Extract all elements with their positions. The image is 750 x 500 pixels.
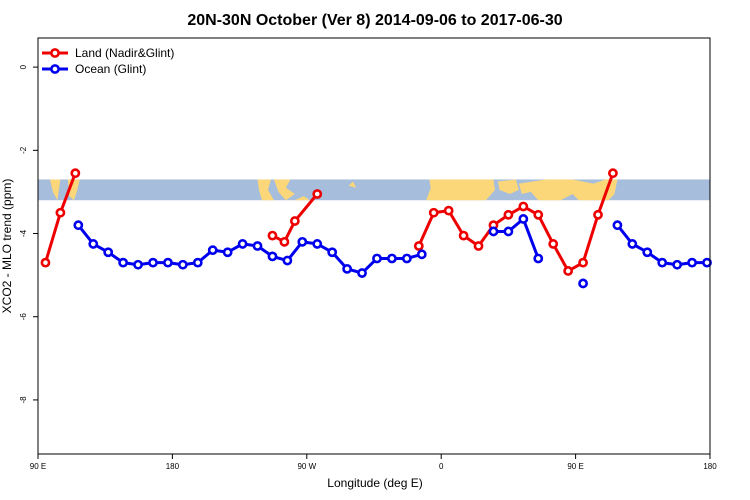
- chart-title: 20N-30N October (Ver 8) 2014-09-06 to 20…: [187, 12, 562, 29]
- x-tick-label: 90 E: [30, 462, 46, 471]
- data-point: [267, 230, 278, 241]
- series-line: [77, 224, 423, 275]
- data-point: [163, 257, 173, 268]
- x-tick-label: 90 E: [567, 462, 583, 471]
- data-point: [533, 209, 544, 220]
- y-tick-label: -4: [19, 229, 28, 237]
- data-point: [702, 257, 712, 268]
- data-point: [40, 257, 51, 268]
- map-strip: [38, 179, 710, 201]
- x-tick-label: 0: [439, 462, 444, 471]
- data-point: [443, 205, 454, 216]
- data-point: [297, 236, 308, 247]
- series-line: [271, 193, 319, 244]
- data-point: [488, 226, 499, 237]
- map-strip-land: [273, 179, 295, 201]
- data-point: [608, 168, 618, 179]
- data-point: [672, 259, 683, 270]
- map-strip-land: [348, 181, 357, 188]
- data-point: [118, 257, 129, 268]
- map-strip-land: [49, 179, 61, 201]
- data-point: [503, 209, 514, 220]
- x-tick-label: 180: [166, 462, 180, 471]
- data-point: [612, 220, 623, 231]
- data-point: [642, 247, 653, 258]
- data-point: [327, 247, 338, 258]
- legend-label: Land (Nadir&Glint): [75, 46, 174, 60]
- y-tick-label: -8: [19, 396, 28, 404]
- data-point: [252, 241, 263, 251]
- legend-label: Ocean (Glint): [75, 62, 146, 76]
- data-point: [503, 226, 514, 237]
- legend-marker: [50, 64, 60, 74]
- y-tick-label: -2: [19, 146, 28, 154]
- y-axis-ticks: 0 -2 -4 -6 -8: [19, 64, 38, 403]
- data-point: [342, 263, 353, 274]
- data-point: [177, 259, 188, 270]
- x-tick-label: 180: [703, 462, 717, 471]
- data-point: [657, 257, 668, 268]
- data-point: [578, 257, 588, 268]
- data-point: [401, 253, 412, 264]
- data-point: [428, 207, 439, 218]
- data-point: [518, 201, 529, 212]
- data-point: [312, 239, 323, 249]
- data-point: [70, 168, 81, 179]
- data-point: [222, 247, 233, 258]
- y-axis-label: XCO2 - MLO trend (ppm): [0, 179, 14, 314]
- data-point: [593, 209, 603, 220]
- series-ocean: [73, 214, 712, 289]
- series-line: [493, 217, 540, 260]
- data-point: [473, 241, 484, 251]
- data-point: [55, 207, 66, 218]
- data-point: [578, 278, 588, 289]
- data-point: [133, 259, 143, 270]
- data-point: [88, 239, 99, 249]
- data-point: [267, 251, 278, 262]
- x-tick-label: 90 W: [297, 462, 316, 471]
- map-strip-land: [294, 196, 310, 201]
- data-point: [289, 216, 300, 226]
- data-point: [207, 245, 218, 256]
- data-point: [312, 189, 323, 199]
- data-point: [563, 266, 574, 276]
- legend-marker: [50, 48, 60, 58]
- data-point: [387, 253, 397, 264]
- data-point: [279, 236, 290, 247]
- legend: Land (Nadir&Glint) Ocean (Glint): [42, 46, 174, 76]
- data-point: [372, 253, 382, 264]
- data-point: [282, 255, 293, 266]
- data-point: [687, 257, 697, 268]
- data-point: [192, 257, 203, 268]
- series-layer: [40, 168, 712, 289]
- data-point: [416, 249, 427, 260]
- data-point: [73, 220, 84, 231]
- plot-frame: [37, 37, 711, 455]
- y-tick-label: 0: [19, 64, 28, 69]
- x-axis-label: Longitude (deg E): [327, 476, 422, 490]
- data-point: [458, 230, 469, 241]
- data-point: [357, 268, 367, 278]
- data-point: [103, 247, 114, 258]
- data-point: [548, 239, 559, 249]
- y-tick-label: -6: [19, 313, 28, 321]
- data-point: [533, 253, 544, 264]
- data-point: [518, 214, 529, 224]
- data-point: [413, 241, 424, 251]
- map-strip-land: [518, 179, 618, 201]
- data-point: [627, 239, 638, 249]
- map-strip-land: [257, 179, 274, 201]
- map-strip-land: [497, 179, 519, 194]
- data-point: [237, 239, 248, 249]
- series-land: [40, 168, 618, 276]
- map-strip-land: [426, 179, 495, 201]
- data-point: [148, 257, 158, 268]
- x-axis-ticks: 90 E 180 90 W 0 90 E 180: [30, 454, 717, 471]
